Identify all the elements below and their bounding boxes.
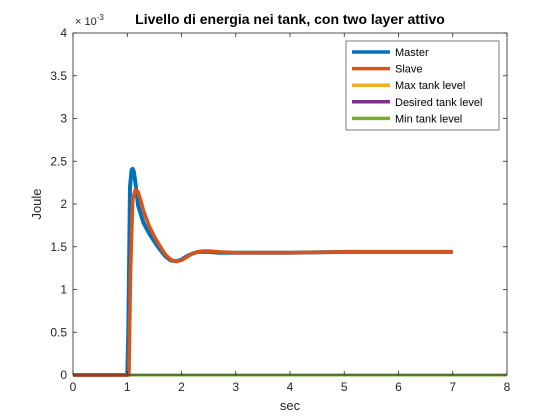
x-tick-label: 7 bbox=[449, 380, 456, 394]
x-tick-label: 8 bbox=[504, 380, 511, 394]
x-tick-label: 1 bbox=[124, 380, 131, 394]
x-tick-label: 0 bbox=[70, 380, 77, 394]
legend: Master Slave Max tank level Desired tank le… bbox=[345, 40, 500, 131]
legend-label-slave: Slave bbox=[395, 64, 423, 76]
y-axis-label: Joule bbox=[29, 188, 44, 219]
y-tick-label: 1 bbox=[60, 283, 67, 297]
x-tick-label: 4 bbox=[287, 380, 294, 394]
y-exponent-label: × 10-3 bbox=[75, 13, 104, 28]
series-line-slave bbox=[73, 187, 453, 377]
ticks-layer: 0 1 2 3 4 5 6 7 8 0 0.5 1 1.5 2 2.5 3 3.5 4 bbox=[50, 26, 510, 394]
y-tick-label: 1.5 bbox=[50, 240, 67, 254]
y-tick-label: 2 bbox=[60, 197, 67, 211]
y-tick-label: 0.5 bbox=[50, 325, 67, 339]
y-tick-label: 3.5 bbox=[50, 69, 67, 83]
x-axis-label: sec bbox=[280, 398, 301, 413]
y-tick-label: 2.5 bbox=[50, 154, 67, 168]
x-tick-label: 2 bbox=[178, 380, 185, 394]
x-tick-label: 5 bbox=[341, 380, 348, 394]
y-tick-label: 4 bbox=[60, 26, 67, 40]
x-tick-label: 6 bbox=[395, 380, 402, 394]
legend-label-max-tank-level: Max tank level bbox=[395, 80, 465, 92]
x-tick-label: 3 bbox=[232, 380, 239, 394]
legend-label-min-tank-level: Min tank level bbox=[395, 113, 462, 125]
y-tick-label: 3 bbox=[60, 112, 67, 126]
legend-label-master: Master bbox=[395, 47, 429, 59]
y-tick-label: 0 bbox=[60, 368, 67, 382]
legend-label-desired-tank-level: Desired tank level bbox=[395, 97, 482, 109]
chart-title: Livello di energia nei tank, con two lay… bbox=[135, 11, 445, 27]
